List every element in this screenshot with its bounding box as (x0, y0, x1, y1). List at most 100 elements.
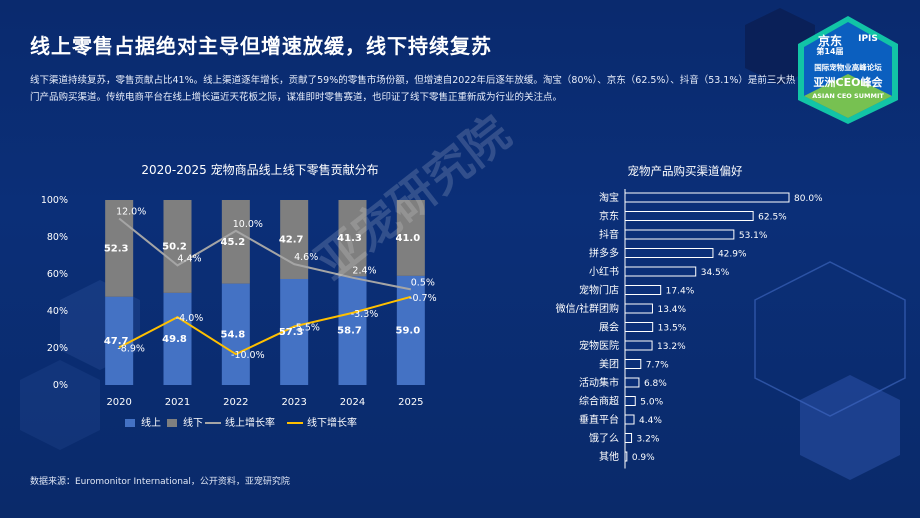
hbar-value-label: 13.5% (658, 324, 687, 334)
hbar-category-label: 淘宝 (599, 191, 619, 204)
bar-online (280, 278, 309, 385)
page-title: 线上零售占据绝对主导但增速放缓，线下持续复苏 (30, 34, 492, 58)
hbar-bar (624, 192, 790, 203)
hbar-bar (624, 229, 735, 240)
line-offline-growth-label: -5.5% (292, 322, 320, 333)
line-offline-growth-label: -0.7% (409, 293, 437, 304)
hbar-category-label: 展会 (599, 321, 619, 334)
line-online-growth-label: 0.5% (411, 277, 435, 288)
legend-label: 线下 (183, 416, 203, 429)
legend-label: 线上 (141, 416, 161, 429)
bar-offline (105, 200, 134, 297)
hbar-bar (624, 248, 714, 258)
hbar-bar (624, 451, 628, 462)
hbar-bar (624, 211, 754, 221)
bar-label-offline: 41.0 (395, 233, 420, 244)
bar-label-offline: 45.2 (220, 237, 245, 248)
hbar-bar (624, 396, 636, 406)
bar-label-online: 54.8 (220, 329, 245, 340)
line-offline-growth-label: -4.0% (176, 313, 204, 324)
source-note: 数据来源：Euromonitor International，公开资料，亚宠研究… (30, 477, 290, 487)
y-left-tick-label: 80% (47, 232, 68, 243)
line-online-growth-label: 4.6% (294, 252, 318, 263)
line-online-growth-label: 2.4% (352, 266, 376, 277)
logo-line4: 亚洲CEO峰会 (813, 76, 883, 89)
bar-online (221, 283, 250, 385)
hbar-value-label: 13.4% (657, 305, 686, 315)
y-left-tick-label: 40% (47, 306, 68, 317)
combo-chart: 2020-2025 宠物商品线上线下零售贡献分布 47.7 52.3 49.8 50.… (41, 162, 437, 429)
logo-ipis: IPIS (858, 34, 878, 44)
logo-line1: 京东 (817, 34, 842, 48)
hbar-category-label: 活动集市 (579, 376, 619, 389)
bar-offline (396, 200, 425, 276)
bar-offline (221, 200, 250, 284)
y-left-tick-label: 60% (47, 269, 68, 280)
hbar-value-label: 7.7% (646, 361, 669, 371)
hbar-category-label: 饿了么 (589, 433, 619, 445)
hbar-value-label: 80.0% (794, 194, 823, 204)
summit-logo (792, 14, 904, 126)
hbar-value-label: 53.1% (739, 231, 768, 241)
hbar-value-label: 17.4% (666, 287, 695, 297)
summit-logo-text: 京东 IPIS 第14届 国际宠物业高峰论坛 亚洲CEO峰会 ASIAN CEO… (792, 14, 904, 126)
y-left-tick-label: 20% (47, 343, 68, 354)
hbar-bar (624, 377, 640, 388)
y-left-tick-label: 0% (53, 380, 68, 391)
hbar-category-label: 综合商超 (579, 395, 619, 408)
line-offline-growth-label: -10.0% (231, 350, 265, 361)
line-offline-growth (118, 295, 412, 356)
hbar-value-label: 0.9% (632, 453, 655, 463)
hbar-bar (624, 414, 635, 425)
line-online-growth-label: 4.4% (177, 253, 201, 264)
x-tick-label: 2023 (281, 397, 306, 408)
combo-chart-title: 2020-2025 宠物商品线上线下零售贡献分布 (141, 162, 378, 177)
line-offline-growth-label: -3.3% (351, 309, 379, 320)
bar-label-online: 49.8 (162, 334, 187, 345)
hbar-value-label: 3.2% (637, 435, 660, 445)
hbar-value-label: 4.4% (639, 416, 662, 426)
x-tick-label: 2020 (106, 397, 131, 408)
hbar-chart: 宠物产品购买渠道偏好 淘宝 80.0% 京东 62.5% 抖音 53.1% 拼多多 42.9%… (556, 164, 823, 469)
bar-offline (163, 200, 192, 293)
bar-label-offline: 52.3 (104, 243, 129, 254)
bar-online (163, 292, 192, 385)
x-tick-label: 2025 (398, 397, 423, 408)
bar-label-offline: 50.2 (162, 241, 187, 252)
hbar-value-label: 34.5% (701, 268, 730, 278)
y-left-tick-label: 100% (41, 195, 68, 206)
line-offline-growth-label: -8.9% (117, 343, 145, 354)
hbar-bar (624, 285, 662, 295)
line-online-growth-label: 10.0% (233, 219, 263, 230)
legend-label: 线下增长率 (307, 416, 357, 429)
logo-line2: 第14届 (816, 47, 844, 56)
logo-line3: 国际宠物业高峰论坛 (814, 63, 882, 72)
hbar-value-label: 6.8% (644, 379, 667, 389)
legend-swatch (167, 419, 177, 427)
bar-label-online: 47.7 (104, 336, 129, 347)
hbar-value-label: 62.5% (758, 213, 787, 223)
line-online-growth-label: 12.0% (116, 207, 146, 218)
logo-line5: ASIAN CEO SUMMIT (812, 92, 884, 100)
hbar-bar (624, 340, 653, 351)
page-description: 线下渠道持续复苏，零售贡献占比41%。线上渠道逐年增长，贡献了59%的零售市场份… (30, 75, 796, 103)
hbar-category-label: 拼多多 (589, 247, 619, 260)
hbar-bar (624, 433, 633, 443)
hbar-category-label: 美团 (599, 358, 619, 371)
bar-label-offline: 42.7 (279, 234, 304, 245)
bar-label-offline: 41.3 (337, 233, 362, 244)
x-tick-label: 2024 (340, 397, 365, 408)
bar-online (338, 276, 367, 385)
hbar-value-label: 42.9% (718, 250, 747, 260)
hbar-value-label: 13.2% (657, 342, 686, 352)
hbar-category-label: 垂直平台 (579, 413, 619, 426)
hbar-category-label: 宠物医院 (579, 339, 619, 352)
hbar-bar (624, 322, 654, 332)
hbar-value-label: 5.0% (640, 398, 663, 408)
bar-online (105, 296, 134, 385)
hbar-category-label: 小红书 (589, 265, 619, 278)
hbar-bar (624, 359, 642, 369)
x-tick-label: 2021 (165, 397, 190, 408)
hbar-category-label: 抖音 (599, 228, 619, 241)
bar-label-online: 58.7 (337, 326, 362, 337)
